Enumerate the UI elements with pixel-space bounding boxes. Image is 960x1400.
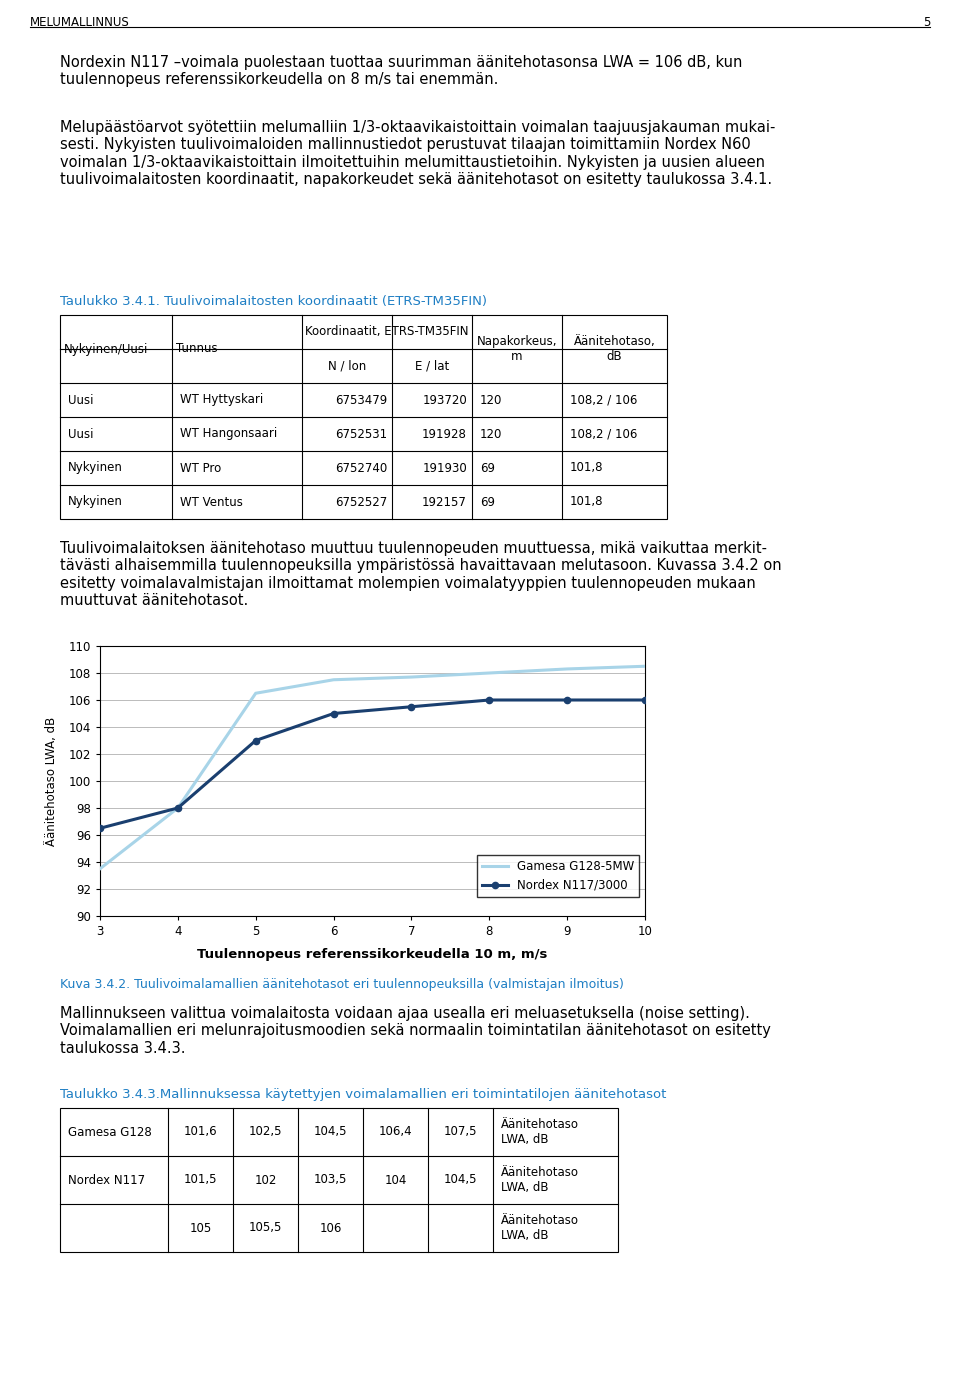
Text: 103,5: 103,5 [314, 1173, 348, 1187]
Text: Gamesa G128: Gamesa G128 [68, 1126, 152, 1138]
Text: Äänitehotaso
LWA, dB: Äänitehotaso LWA, dB [501, 1166, 579, 1194]
Text: 102: 102 [254, 1173, 276, 1187]
Text: Koordinaatit, ETRS-TM35FIN: Koordinaatit, ETRS-TM35FIN [305, 326, 468, 339]
Text: 102,5: 102,5 [249, 1126, 282, 1138]
Text: WT Pro: WT Pro [180, 462, 221, 475]
Text: WT Ventus: WT Ventus [180, 496, 243, 508]
Text: Mallinnukseen valittua voimalaitosta voidaan ajaa usealla eri meluasetuksella (n: Mallinnukseen valittua voimalaitosta voi… [60, 1007, 771, 1056]
Text: Äänitehotaso
LWA, dB: Äänitehotaso LWA, dB [501, 1214, 579, 1242]
Text: 6752531: 6752531 [335, 427, 387, 441]
Text: 192157: 192157 [422, 496, 467, 508]
Text: Nordexin N117 –voimala puolestaan tuottaa suurimman äänitehotasonsa LWA = 106 dB: Nordexin N117 –voimala puolestaan tuotta… [60, 55, 742, 87]
Text: E / lat: E / lat [415, 360, 449, 372]
Text: MELUMALLINNUS: MELUMALLINNUS [30, 15, 130, 29]
Text: 101,8: 101,8 [570, 496, 604, 508]
Text: 120: 120 [480, 393, 502, 406]
Text: Tuulivoimalaitoksen äänitehotaso muuttuu tuulennopeuden muuttuessa, mikä vaikutt: Tuulivoimalaitoksen äänitehotaso muuttuu… [60, 540, 781, 608]
Text: 120: 120 [480, 427, 502, 441]
Text: WT Hangonsaari: WT Hangonsaari [180, 427, 277, 441]
Text: Nykyinen/Uusi: Nykyinen/Uusi [64, 343, 149, 356]
Text: Nykyinen: Nykyinen [68, 462, 123, 475]
Text: 193720: 193720 [422, 393, 467, 406]
Text: 108,2 / 106: 108,2 / 106 [570, 393, 637, 406]
Text: Tunnus: Tunnus [176, 343, 218, 356]
Text: Kuva 3.4.2. Tuulivoimalamallien äänitehotasot eri tuulennopeuksilla (valmistajan: Kuva 3.4.2. Tuulivoimalamallien ääniteho… [60, 979, 624, 991]
Text: Nykyinen: Nykyinen [68, 496, 123, 508]
Text: Taulukko 3.4.1. Tuulivoimalaitosten koordinaatit (ETRS-TM35FIN): Taulukko 3.4.1. Tuulivoimalaitosten koor… [60, 295, 487, 308]
Text: 107,5: 107,5 [444, 1126, 477, 1138]
Text: 108,2 / 106: 108,2 / 106 [570, 427, 637, 441]
Text: 106,4: 106,4 [378, 1126, 412, 1138]
Text: 106: 106 [320, 1221, 342, 1235]
Text: 6752740: 6752740 [335, 462, 387, 475]
Text: 6753479: 6753479 [335, 393, 387, 406]
Text: 104,5: 104,5 [444, 1173, 477, 1187]
Text: 101,6: 101,6 [183, 1126, 217, 1138]
Text: Melupäästöarvot syötettiin melumalliin 1/3-oktaavikaistoittain voimalan taajuusj: Melupäästöarvot syötettiin melumalliin 1… [60, 120, 776, 188]
Text: WT Hyttyskari: WT Hyttyskari [180, 393, 263, 406]
Text: Äänitehotaso LWA, dB: Äänitehotaso LWA, dB [45, 717, 59, 846]
Bar [60, 315, 667, 519]
Text: 5: 5 [923, 15, 930, 29]
Text: Taulukko 3.4.3.Mallinnuksessa käytettyjen voimalamallien eri toimintatilojen ään: Taulukko 3.4.3.Mallinnuksessa käytettyje… [60, 1088, 666, 1100]
Text: 191930: 191930 [422, 462, 467, 475]
Text: 101,5: 101,5 [183, 1173, 217, 1187]
Text: Uusi: Uusi [68, 427, 93, 441]
Bar [60, 1107, 618, 1252]
Text: 104: 104 [384, 1173, 407, 1187]
Text: 105,5: 105,5 [249, 1221, 282, 1235]
Text: 69: 69 [480, 462, 495, 475]
Text: 191928: 191928 [422, 427, 467, 441]
Text: 105: 105 [189, 1221, 211, 1235]
Text: Äänitehotaso,
dB: Äänitehotaso, dB [574, 335, 656, 363]
Text: 104,5: 104,5 [314, 1126, 348, 1138]
Text: 6752527: 6752527 [335, 496, 387, 508]
Legend: Gamesa G128-5MW, Nordex N117/3000: Gamesa G128-5MW, Nordex N117/3000 [477, 855, 639, 896]
Text: Napakorkeus,
m: Napakorkeus, m [477, 335, 557, 363]
Text: Uusi: Uusi [68, 393, 93, 406]
Text: 69: 69 [480, 496, 495, 508]
Text: N / lon: N / lon [328, 360, 366, 372]
Text: Äänitehotaso
LWA, dB: Äänitehotaso LWA, dB [501, 1119, 579, 1147]
Text: 101,8: 101,8 [570, 462, 604, 475]
Text: Tuulennopeus referenssikorkeudella 10 m, m/s: Tuulennopeus referenssikorkeudella 10 m,… [198, 948, 548, 960]
Text: Nordex N117: Nordex N117 [68, 1173, 145, 1187]
